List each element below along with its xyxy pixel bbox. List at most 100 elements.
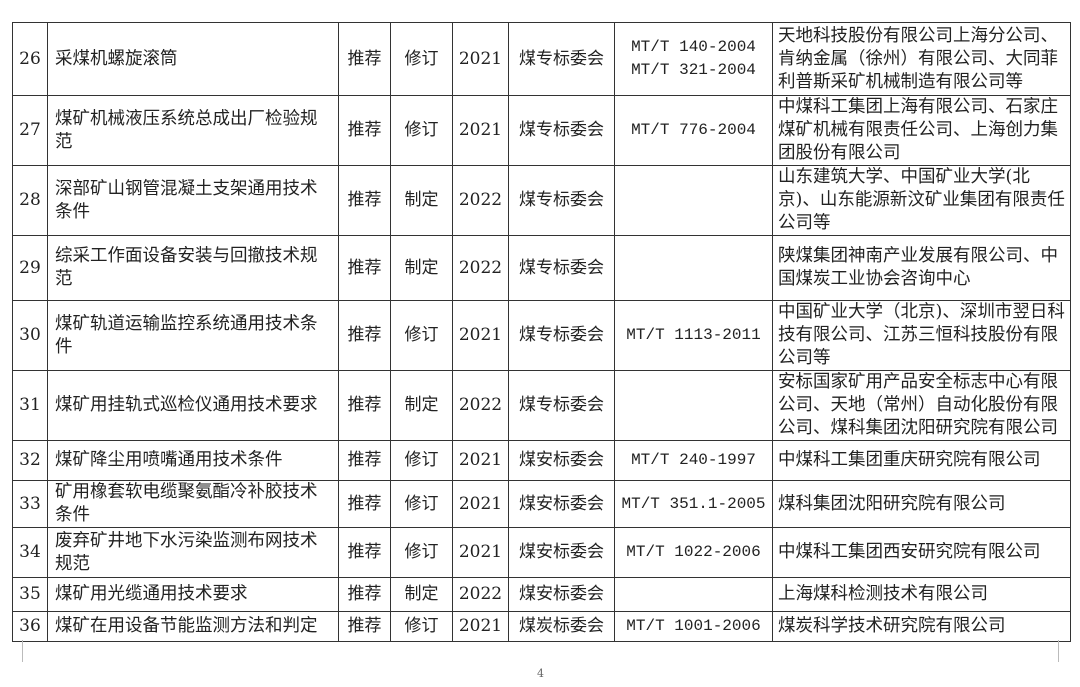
table-row: 34 废弃矿井地下水污染监测布网技术规范 推荐 修订 2021 煤安标委会 MT/T 102… [12,527,1071,578]
drafting-units-cell: 中煤科工集团西安研究院有限公司 [772,527,1071,578]
project-kind-cell: 修订 [390,527,453,578]
page-corner-mark-left [22,640,23,662]
row-number-cell: 27 [12,95,48,166]
standard-name-cell: 煤矿用光缆通用技术要求 [47,577,339,612]
project-kind-cell: 修订 [390,300,453,371]
project-kind-cell: 制定 [390,577,453,612]
standard-type-cell: 推荐 [338,440,391,481]
drafting-units-cell: 中国矿业大学（北京)、深圳市翌日科技有限公司、江苏三恒科技股份有限公司等 [772,300,1071,371]
replaced-standard-cell [614,577,773,612]
committee-cell: 煤专标委会 [508,22,615,96]
completion-year-cell: 2021 [452,440,509,481]
standard-type-cell: 推荐 [338,235,391,301]
replaced-standard-cell: MT/T 351.1-2005 [614,480,773,528]
drafting-units-cell: 中煤科工集团重庆研究院有限公司 [772,440,1071,481]
replaced-standard-cell [614,370,773,441]
row-number-cell: 29 [12,235,48,301]
project-kind-cell: 制定 [390,235,453,301]
drafting-units-cell: 天地科技股份有限公司上海分公司、肯纳金属（徐州）有限公司、大同菲利普斯采矿机械制… [772,22,1071,96]
standard-name-cell: 综采工作面设备安装与回撤技术规范 [47,235,339,301]
standard-name-cell: 深部矿山钢管混凝土支架通用技术条件 [47,165,339,236]
standard-name-cell: 煤矿机械液压系统总成出厂检验规范 [47,95,339,166]
standard-name-cell: 煤矿降尘用喷嘴通用技术条件 [47,440,339,481]
table-row: 33 矿用橡套软电缆聚氨酯冷补胶技术条件 推荐 修订 2021 煤安标委会 MT/T 351… [12,480,1071,528]
replaced-standard-cell: MT/T 776-2004 [614,95,773,166]
table-row: 31 煤矿用挂轨式巡检仪通用技术要求 推荐 制定 2022 煤专标委会 安标国家矿用产品安全… [12,370,1071,441]
committee-cell: 煤安标委会 [508,527,615,578]
project-kind-cell: 制定 [390,370,453,441]
completion-year-cell: 2021 [452,480,509,528]
row-number-cell: 32 [12,440,48,481]
replaced-standard-cell: MT/T 1113-2011 [614,300,773,371]
table-row: 27 煤矿机械液压系统总成出厂检验规范 推荐 修订 2021 煤专标委会 MT/T 776-… [12,95,1071,166]
completion-year-cell: 2021 [452,611,509,642]
table-row: 35 煤矿用光缆通用技术要求 推荐 制定 2022 煤安标委会 上海煤科检测技术有限公司 [12,577,1071,612]
project-kind-cell: 修订 [390,22,453,96]
committee-cell: 煤炭标委会 [508,611,615,642]
page-number: 4 [537,667,544,680]
committee-cell: 煤专标委会 [508,95,615,166]
standard-name-cell: 煤矿轨道运输监控系统通用技术条件 [47,300,339,371]
page-corner-mark-right [1058,640,1059,662]
completion-year-cell: 2022 [452,165,509,236]
standard-type-cell: 推荐 [338,370,391,441]
drafting-units-cell: 陕煤集团神南产业发展有限公司、中国煤炭工业协会咨询中心 [772,235,1071,301]
table-row: 26 采煤机螺旋滚筒 推荐 修订 2021 煤专标委会 MT/T 140-2004 MT/T… [12,22,1071,96]
row-number-cell: 36 [12,611,48,642]
table-row: 28 深部矿山钢管混凝土支架通用技术条件 推荐 制定 2022 煤专标委会 山东建筑大学、中… [12,165,1071,236]
completion-year-cell: 2022 [452,235,509,301]
standard-type-cell: 推荐 [338,95,391,166]
standard-type-cell: 推荐 [338,577,391,612]
row-number-cell: 34 [12,527,48,578]
replaced-standard-cell [614,235,773,301]
row-number-cell: 28 [12,165,48,236]
standard-name-cell: 采煤机螺旋滚筒 [47,22,339,96]
replaced-standard-cell [614,165,773,236]
row-number-cell: 26 [12,22,48,96]
row-number-cell: 35 [12,577,48,612]
replaced-standard-cell: MT/T 140-2004 MT/T 321-2004 [614,22,773,96]
completion-year-cell: 2021 [452,527,509,578]
standard-type-cell: 推荐 [338,611,391,642]
completion-year-cell: 2022 [452,370,509,441]
drafting-units-cell: 中煤科工集团上海有限公司、石家庄煤矿机械有限责任公司、上海创力集团股份有限公司 [772,95,1071,166]
completion-year-cell: 2022 [452,577,509,612]
replaced-standard-cell: MT/T 240-1997 [614,440,773,481]
standard-type-cell: 推荐 [338,165,391,236]
committee-cell: 煤专标委会 [508,235,615,301]
standard-name-cell: 煤矿在用设备节能监测方法和判定 [47,611,339,642]
standards-table: 26 采煤机螺旋滚筒 推荐 修订 2021 煤专标委会 MT/T 140-2004 MT/T… [12,22,1071,642]
table-row: 29 综采工作面设备安装与回撤技术规范 推荐 制定 2022 煤专标委会 陕煤集团神南产业发… [12,235,1071,301]
project-kind-cell: 修订 [390,480,453,528]
drafting-units-cell: 安标国家矿用产品安全标志中心有限公司、天地（常州）自动化股份有限公司、煤科集团沈… [772,370,1071,441]
replaced-standard-cell: MT/T 1022-2006 [614,527,773,578]
completion-year-cell: 2021 [452,95,509,166]
replaced-standard-cell: MT/T 1001-2006 [614,611,773,642]
table-row: 36 煤矿在用设备节能监测方法和判定 推荐 修订 2021 煤炭标委会 MT/T 1001-… [12,611,1071,642]
drafting-units-cell: 煤科集团沈阳研究院有限公司 [772,480,1071,528]
table-row: 32 煤矿降尘用喷嘴通用技术条件 推荐 修订 2021 煤安标委会 MT/T 240-199… [12,440,1071,481]
standard-type-cell: 推荐 [338,300,391,371]
completion-year-cell: 2021 [452,22,509,96]
standard-name-cell: 废弃矿井地下水污染监测布网技术规范 [47,527,339,578]
project-kind-cell: 修订 [390,440,453,481]
committee-cell: 煤安标委会 [508,577,615,612]
committee-cell: 煤专标委会 [508,370,615,441]
table-row: 30 煤矿轨道运输监控系统通用技术条件 推荐 修订 2021 煤专标委会 MT/T 1113… [12,300,1071,371]
project-kind-cell: 制定 [390,165,453,236]
committee-cell: 煤安标委会 [508,480,615,528]
committee-cell: 煤安标委会 [508,440,615,481]
project-kind-cell: 修订 [390,611,453,642]
project-kind-cell: 修订 [390,95,453,166]
drafting-units-cell: 山东建筑大学、中国矿业大学(北京)、山东能源新汶矿业集团有限责任公司等 [772,165,1071,236]
standard-type-cell: 推荐 [338,480,391,528]
drafting-units-cell: 煤炭科学技术研究院有限公司 [772,611,1071,642]
standard-name-cell: 矿用橡套软电缆聚氨酯冷补胶技术条件 [47,480,339,528]
row-number-cell: 31 [12,370,48,441]
committee-cell: 煤专标委会 [508,300,615,371]
row-number-cell: 30 [12,300,48,371]
committee-cell: 煤专标委会 [508,165,615,236]
completion-year-cell: 2021 [452,300,509,371]
standard-name-cell: 煤矿用挂轨式巡检仪通用技术要求 [47,370,339,441]
row-number-cell: 33 [12,480,48,528]
